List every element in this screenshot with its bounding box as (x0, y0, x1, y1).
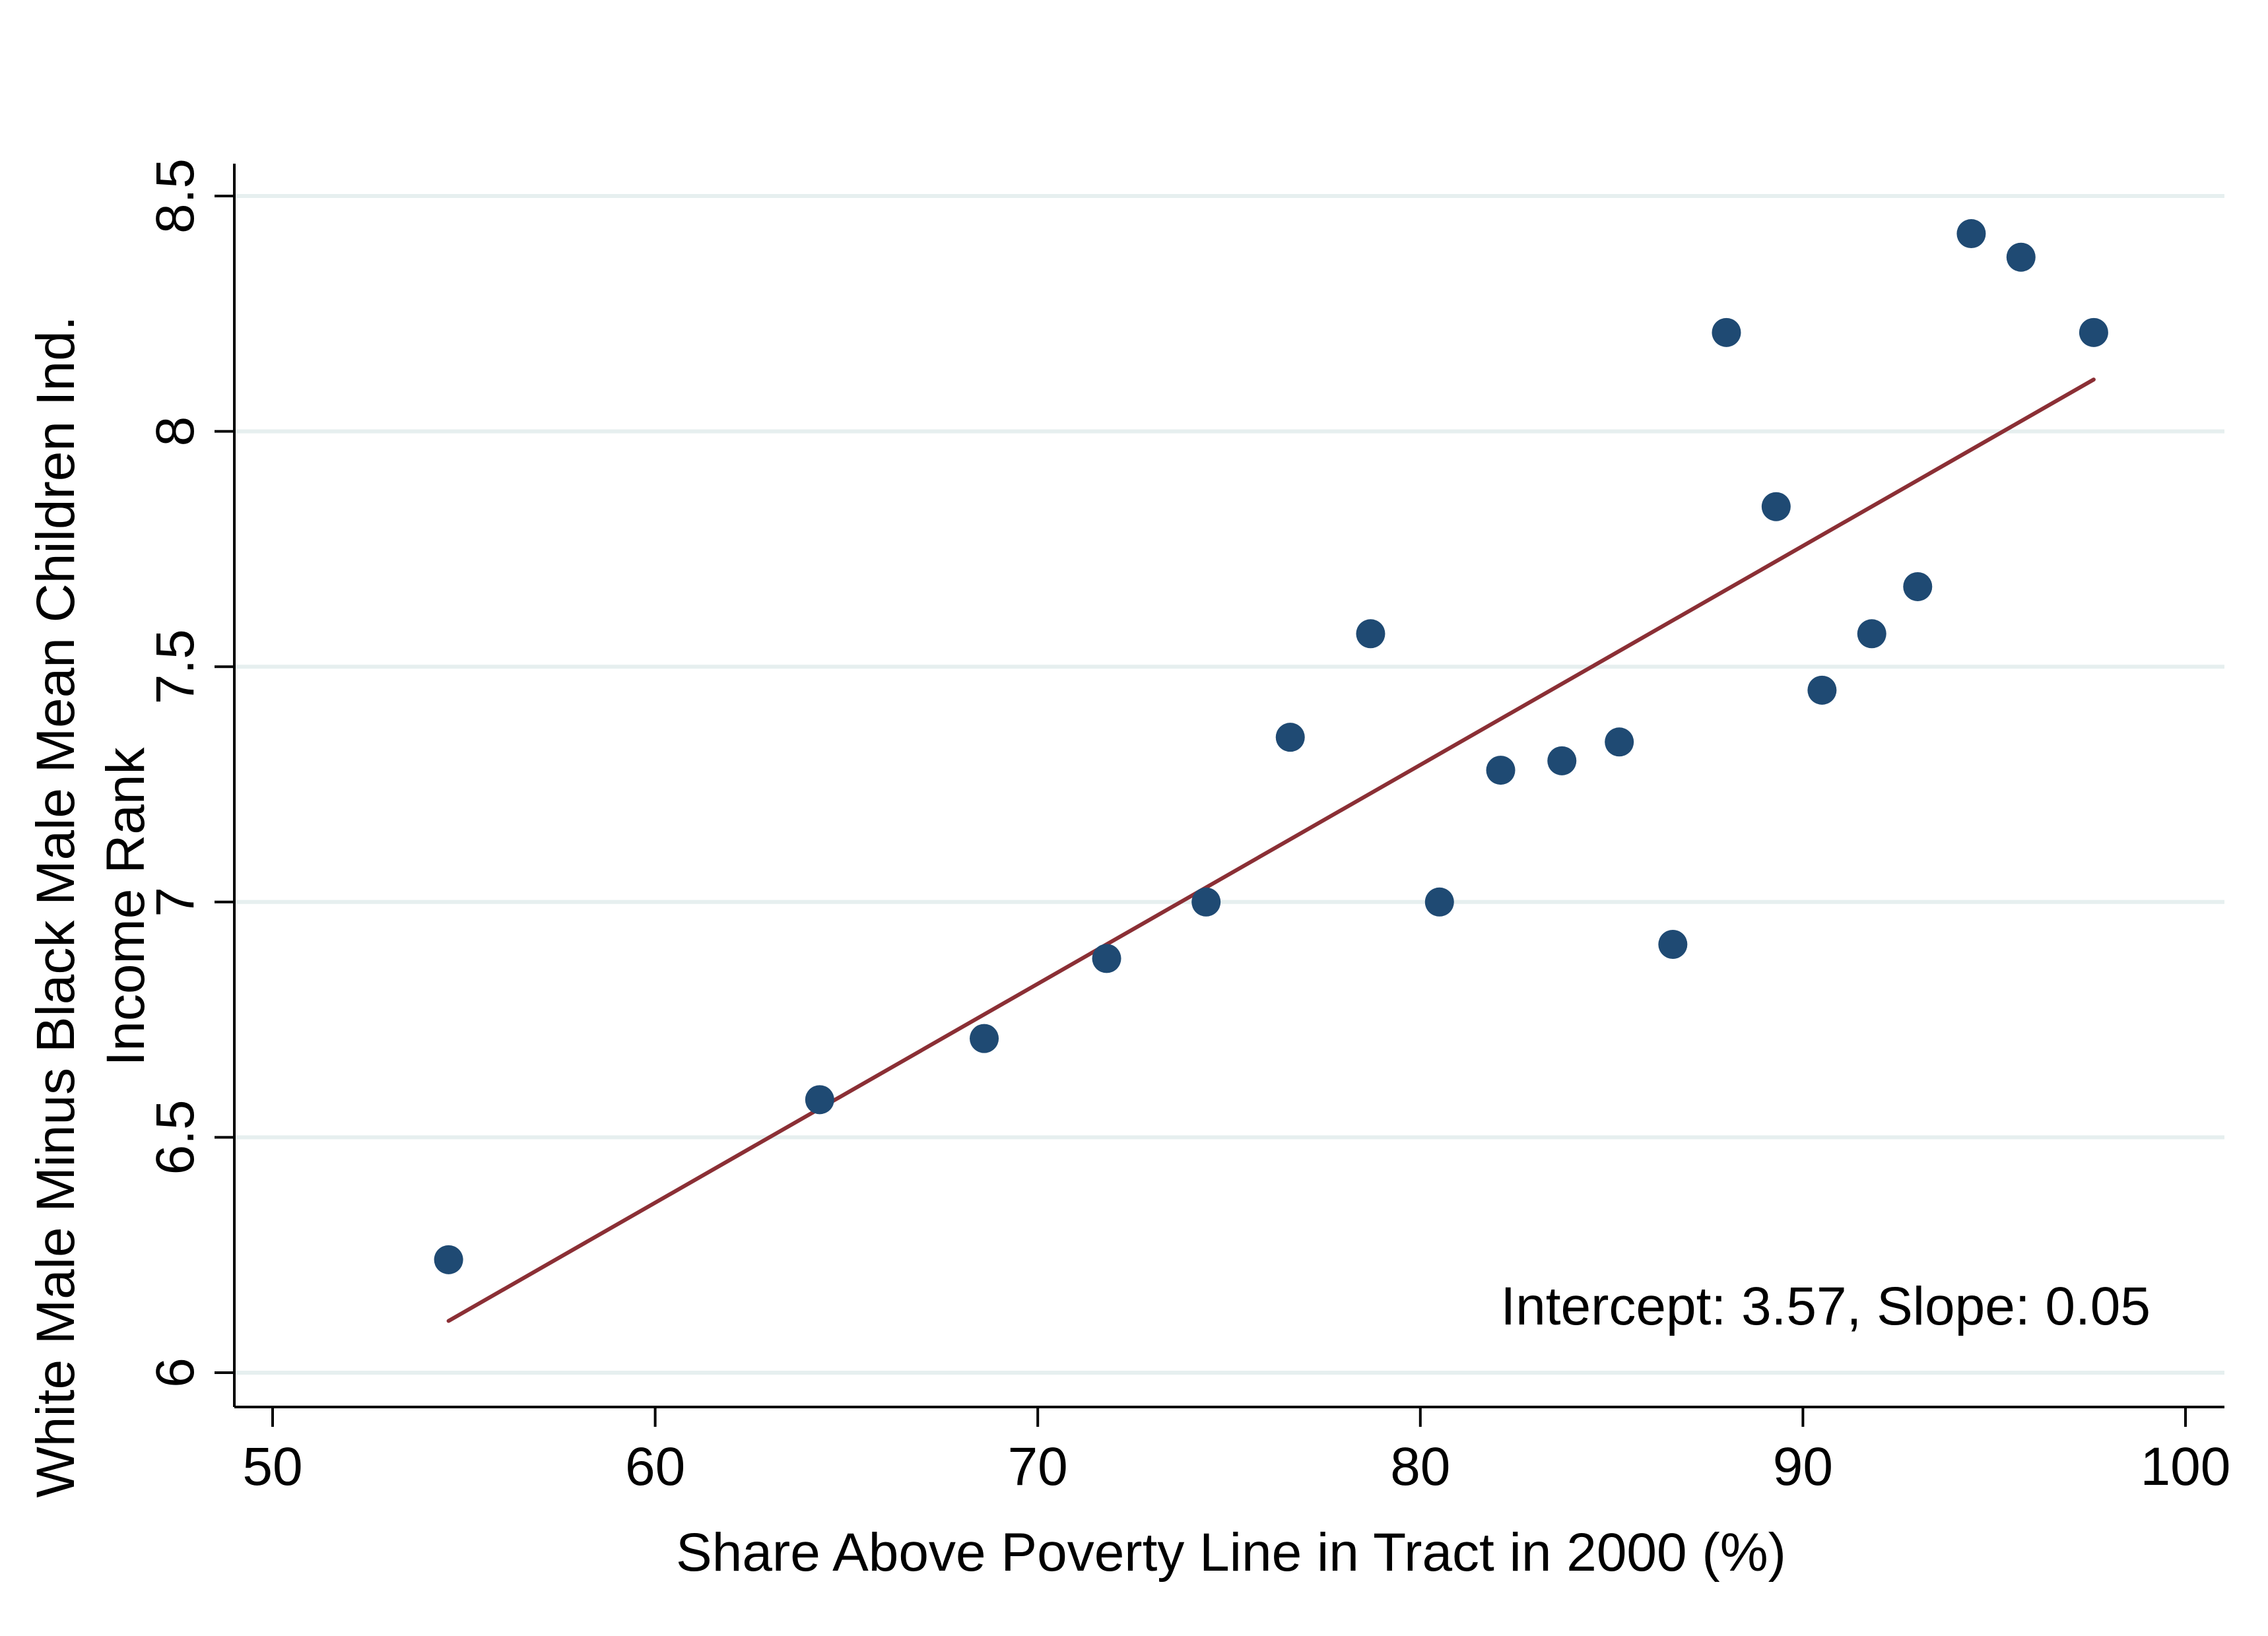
y-tick-label: 6.5 (145, 1099, 205, 1175)
scatter-point (1903, 572, 1933, 601)
x-tick-label: 80 (1390, 1437, 1450, 1497)
scatter-point (1092, 944, 1121, 973)
x-tick-label: 50 (242, 1437, 302, 1497)
scatter-point (1424, 887, 1454, 917)
scatter-point (1807, 675, 1837, 705)
scatter-point (1191, 887, 1221, 917)
fit-line (446, 377, 2096, 1323)
scatter-point (2079, 317, 2108, 347)
axes (233, 164, 2224, 1408)
scatter-point (1761, 492, 1791, 521)
scatter-point (1712, 317, 1741, 347)
scatter-point (1857, 619, 1886, 649)
x-tick-label: 90 (1773, 1437, 1833, 1497)
scatter-point (970, 1024, 999, 1053)
scatter-point (1956, 219, 1986, 249)
scatter-point (1605, 727, 1634, 757)
tick-marks: 6 6.5 7 7.5 8 8.5 50 60 70 80 90 100 (145, 158, 2230, 1497)
scatter-point (1547, 746, 1577, 775)
x-tick-label: 70 (1008, 1437, 1068, 1497)
x-tick-label: 100 (2141, 1437, 2231, 1497)
y-tick-label: 8 (145, 416, 205, 447)
y-tick-label: 8.5 (145, 158, 205, 234)
y-axis-title-line-1: White Male Minus Black Male Mean Childre… (26, 315, 86, 1497)
data-points (434, 219, 2108, 1274)
fit-annotation: Intercept: 3.57, Slope: 0.05 (1500, 1276, 2151, 1336)
fit-line-group (446, 377, 2096, 1323)
scatter-point (434, 1245, 463, 1274)
scatter-point (1486, 756, 1516, 785)
scatter-point (1658, 929, 1688, 959)
y-axis-title-line-2: Income Rank (96, 746, 156, 1066)
y-tick-label: 7.5 (145, 629, 205, 704)
scatter-point (1356, 619, 1385, 649)
scatter-point (2006, 242, 2036, 272)
gridlines (234, 194, 2224, 1375)
y-tick-label: 7 (145, 887, 205, 917)
y-tick-label: 6 (145, 1358, 205, 1388)
x-tick-label: 60 (625, 1437, 685, 1497)
scatter-point (1275, 723, 1305, 752)
scatter-point (805, 1085, 834, 1115)
x-axis-title: Share Above Poverty Line in Tract in 200… (676, 1522, 1786, 1583)
